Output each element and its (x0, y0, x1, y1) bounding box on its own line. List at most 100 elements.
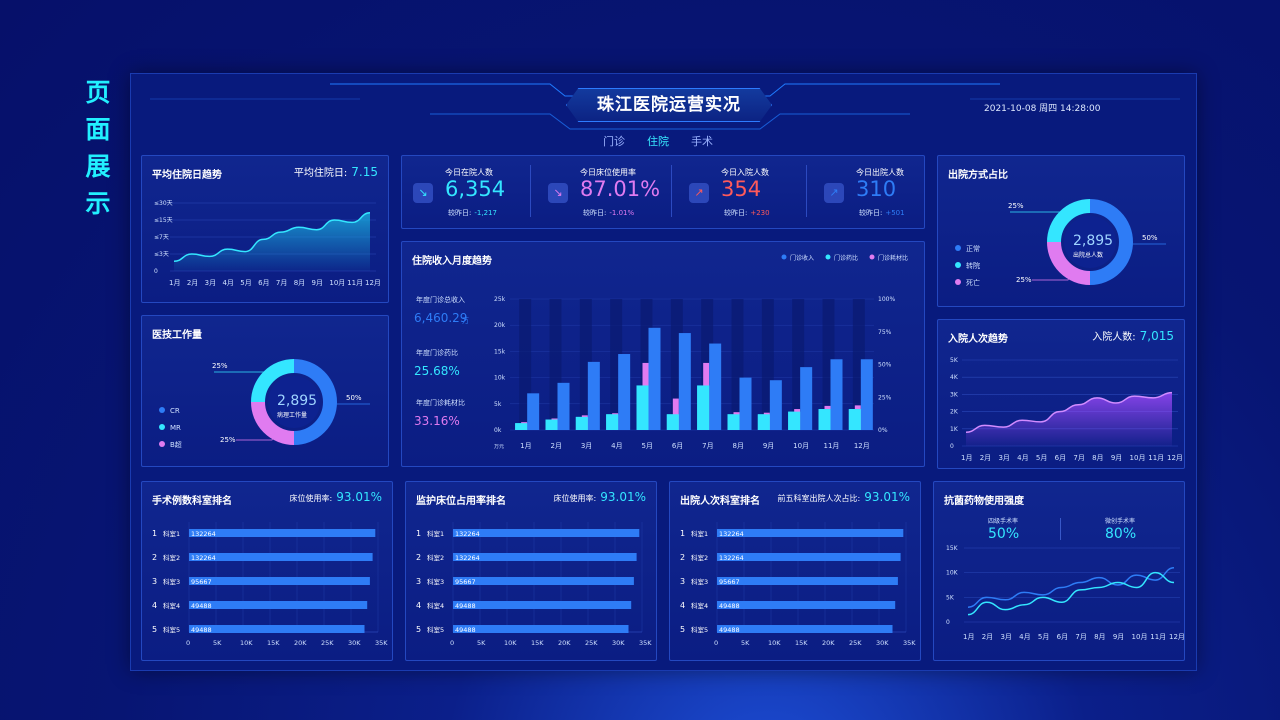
y2-tick-label: 75% (878, 329, 892, 336)
bar-value-label: 132264 (719, 530, 744, 538)
rank-number: 5 (152, 625, 157, 634)
x-tick-label: 5K (477, 639, 486, 647)
pct-label: 50% (346, 394, 362, 402)
y-tick-label: 1K (950, 426, 959, 433)
tab-surgery[interactable]: 手术 (691, 135, 713, 148)
x-tick-label: 12月 (365, 279, 381, 287)
bar (800, 367, 813, 430)
bar (189, 625, 365, 633)
kpi-label: 今日入院人数 (721, 168, 769, 177)
kpi-compare-value: -1,217 (474, 209, 497, 217)
stat-label: 微创手术率 (1105, 518, 1136, 525)
panel-title: 出院人次科室排名 (680, 496, 760, 507)
x-tick-label: 8月 (1092, 454, 1103, 462)
legend-label: 正常 (966, 244, 980, 253)
kpi-value: 6,354 (445, 177, 506, 201)
legend-dot (825, 254, 831, 260)
panel-stat: 床位使用率: 93.01% (553, 490, 646, 504)
bar-value-label: 49488 (719, 602, 740, 610)
x-tick-label: 10月 (1132, 633, 1148, 641)
tab-bar: 门诊 住院 手术 (603, 133, 713, 149)
x-tick-label: 11月 (1148, 454, 1164, 462)
bar (453, 577, 634, 585)
x-tick-label: 1月 (169, 279, 180, 287)
legend-dot (955, 245, 961, 251)
bar-value-label: 132264 (455, 530, 480, 538)
y2-tick-label: 25% (878, 394, 892, 401)
dept-label: 科室4 (691, 601, 708, 610)
medtech-panel: 医技工作量 2,895 病理工作量 25% 50% 25% CR MR B超 (141, 315, 389, 467)
panel-stat: 平均住院日: 7.15 (293, 165, 378, 179)
rank-number: 3 (680, 577, 685, 586)
x-tick-label: 35K (375, 639, 388, 647)
donut-center (1064, 216, 1116, 268)
rank-number: 1 (416, 529, 421, 538)
x-tick-label: 4月 (611, 442, 622, 450)
bar-value-label: 49488 (191, 602, 212, 610)
x-tick-label: 5月 (642, 442, 653, 450)
series-line (967, 571, 1175, 616)
donut-center-value: 2,895 (277, 393, 317, 409)
bar (453, 553, 637, 561)
leader-line (236, 429, 277, 441)
bar-value-label: 49488 (191, 626, 212, 634)
dept-label: 科室3 (163, 577, 180, 586)
bar (818, 409, 831, 430)
kpi-divider (671, 165, 672, 217)
y-tick-label: 10K (946, 570, 959, 577)
y-tick-label: 3K (950, 391, 959, 398)
x-tick-label: 5K (213, 639, 222, 647)
bar-value-label: 132264 (191, 554, 216, 562)
donut-center-label: 出院总人数 (1073, 251, 1103, 259)
avg-stay-panel: 平均住院日趋势 平均住院日: 7.15 ≤30天 ≤15天 ≤7天 ≤3天 0 1月 2月 3月… (141, 155, 389, 303)
panel-stat: 入院人数: 7,015 (1092, 329, 1174, 343)
trend-down-icon: ↘ (548, 183, 568, 203)
bar (636, 385, 649, 430)
y-tick-label: 0 (950, 443, 954, 450)
x-tick-label: 12月 (854, 442, 870, 450)
stat-value: 25.68% (414, 364, 460, 378)
y-tick-label: 15K (946, 545, 959, 552)
y-tick-label: 4K (950, 374, 959, 381)
dept-label: 科室4 (163, 601, 180, 610)
x-tick-label: 11月 (824, 442, 840, 450)
y-tick-label: 15k (494, 348, 506, 355)
bar (717, 625, 893, 633)
legend-label: B超 (170, 440, 182, 449)
tab-inpatient[interactable]: 住院 (647, 135, 669, 148)
legend-label: 门诊耗材比 (878, 254, 908, 262)
x-tick-label: 5月 (1038, 633, 1049, 641)
x-tick-label: 10月 (329, 279, 345, 287)
panel-title: 入院人次趋势 (948, 334, 1008, 345)
bar (860, 359, 873, 430)
rank-number: 4 (152, 601, 157, 610)
x-tick-label: 0 (714, 639, 718, 647)
tab-outpatient[interactable]: 门诊 (603, 135, 625, 148)
kpi-divider (806, 165, 807, 217)
panel-stat: 床位使用率: 93.01% (289, 490, 382, 504)
rank-number: 1 (152, 529, 157, 538)
x-tick-label: 4月 (1017, 454, 1028, 462)
trend-up-icon: ↗ (824, 183, 844, 203)
stat-value: 50% (988, 526, 1020, 542)
legend-dot (159, 424, 165, 430)
x-tick-label: 20K (294, 639, 307, 647)
legend-label: 转院 (966, 261, 980, 270)
kpi-label: 今日床位使用率 (580, 168, 636, 177)
dept-label: 科室5 (691, 625, 708, 634)
rank-number: 2 (680, 553, 685, 562)
divider (1060, 518, 1061, 540)
x-tick-label: 15K (267, 639, 280, 647)
kpi-card: ↗ 今日出院人数 310 较昨日: +501 (812, 155, 944, 227)
x-tick-label: 8月 (1094, 633, 1105, 641)
bar-value-label: 132264 (455, 554, 480, 562)
kpi-card: ↘ 今日床位使用率 87.01% 较昨日: -1.01% (536, 155, 668, 227)
rank-number: 3 (416, 577, 421, 586)
y-tick-label: 5K (946, 594, 955, 601)
bar (678, 333, 691, 430)
x-tick-label: 5月 (240, 279, 251, 287)
ranking-bar-chart: 0 5K 10K 15K 20K 25K 30K 35K 1 科室1 132264 2 科室2 13226… (152, 522, 388, 647)
x-tick-label: 7月 (1075, 633, 1086, 641)
y-tick-label: ≤3天 (154, 251, 169, 258)
x-tick-label: 20K (822, 639, 835, 647)
